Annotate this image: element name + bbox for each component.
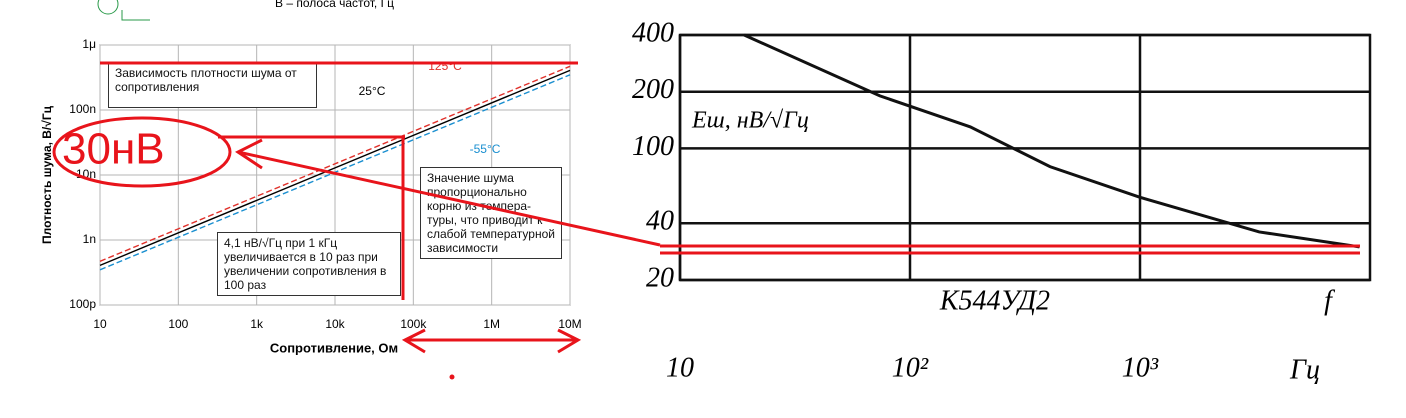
x-tick-label: 100 (168, 317, 188, 331)
y-tick-label: 100 (632, 131, 674, 162)
plot: 10 10² 10³ 20 40 100 200 400 Гц Eш, нВ/√Гц К544УД2… (632, 17, 1372, 385)
icon (97, 0, 119, 15)
x-axis-label: Сопротивление, Ом (270, 340, 398, 355)
y-tick-label: 400 (632, 17, 674, 48)
y-tick-label: 200 (632, 74, 674, 105)
series-label: -55°C (470, 142, 501, 156)
y-tick-label: 40 (646, 206, 674, 237)
x-tick-label: 10k (325, 317, 345, 331)
series-label: 125°C (428, 59, 462, 73)
x-tick-label: 10³ (1122, 352, 1159, 383)
y-tick-label: 100p (69, 297, 96, 311)
x-tick-label: 1M (483, 317, 500, 331)
y-tick-label: 10n (76, 167, 96, 181)
x-tick-label: 10 (93, 317, 107, 331)
annotation: 4,1 нВ/√Гц при 1 кГц увеличивается в 10 … (217, 232, 401, 296)
x-axis-label: Гц (1289, 354, 1320, 385)
x-tick-label: 10 (666, 352, 694, 383)
y-tick-label: 20 (646, 262, 674, 293)
y-tick-label: 100n (69, 102, 96, 116)
annotation: К544УД2 (939, 285, 1050, 316)
x-tick-label: 1k (250, 317, 264, 331)
x-tick-label: 10² (892, 352, 929, 383)
chart-title: Зависимость плотности шума от сопротивле… (108, 62, 317, 108)
annotation: f (1324, 285, 1335, 316)
y-axis-label: Eш, нВ/√Гц (691, 108, 809, 134)
label-bg (688, 102, 870, 140)
icon-wire (121, 10, 150, 21)
header-note: B – полоса частот, Гц (275, 0, 394, 10)
plot-frame (678, 33, 1372, 282)
series-label: 25°C (359, 84, 386, 98)
y-tick-label: 1n (83, 232, 96, 246)
x-tick-label: 100k (400, 317, 427, 331)
series-line (743, 33, 1360, 249)
y-tick-label: 1μ (82, 37, 96, 51)
y-axis-label: Плотность шума, В/√Гц (40, 105, 54, 244)
x-tick-label: 10M (558, 317, 581, 331)
annotation: Значение шума пропорционально корню из т… (420, 167, 562, 259)
